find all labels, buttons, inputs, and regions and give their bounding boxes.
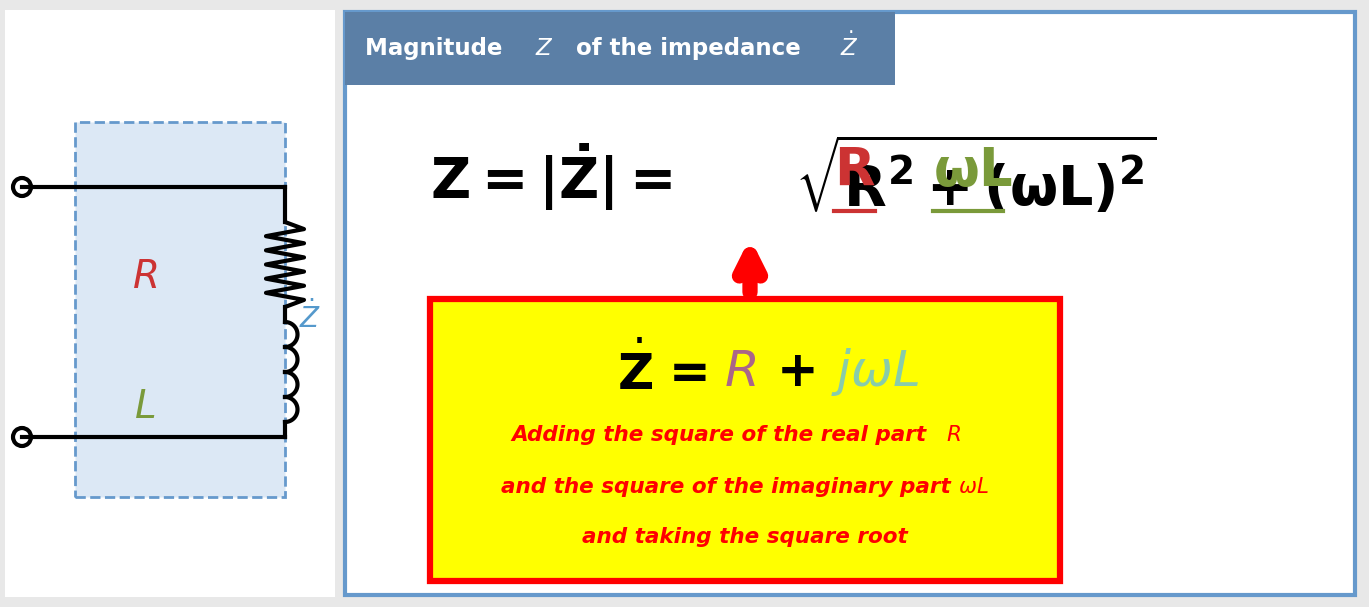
Text: and taking the square root: and taking the square root [582, 527, 908, 547]
Text: $\mathit{R}$: $\mathit{R}$ [724, 348, 756, 396]
Text: $\mathit{L}$: $\mathit{L}$ [134, 388, 156, 426]
Text: $\mathbf{\omega L}$: $\mathbf{\omega L}$ [934, 145, 1013, 197]
Text: $\mathit{\omega L}$: $\mathit{\omega L}$ [958, 477, 988, 497]
FancyBboxPatch shape [345, 12, 1355, 595]
Text: of the impedance: of the impedance [560, 37, 817, 60]
Text: $\mathbf{+}$: $\mathbf{+}$ [776, 348, 815, 396]
Text: $\dot{Z}$: $\dot{Z}$ [298, 300, 322, 334]
Text: $\mathit{R}$: $\mathit{R}$ [946, 425, 961, 445]
FancyBboxPatch shape [430, 299, 1060, 581]
Text: $\mathit{j\omega L}$: $\mathit{j\omega L}$ [831, 346, 919, 398]
Text: and the square of the imaginary part: and the square of the imaginary part [501, 477, 958, 497]
Text: $\mathbf{=}$: $\mathbf{=}$ [658, 348, 708, 396]
Text: $\dot{Z}$: $\dot{Z}$ [841, 33, 858, 61]
Text: $\mathbf{Z = |\dot{Z}| =}$: $\mathbf{Z = |\dot{Z}| =}$ [430, 141, 672, 213]
Text: Magnitude: Magnitude [366, 37, 519, 60]
Bar [5, 10, 335, 597]
Text: Adding the square of the real part: Adding the square of the real part [512, 425, 934, 445]
Text: $\mathbf{R}$: $\mathbf{R}$ [834, 145, 876, 197]
Text: $\sqrt{\mathbf{R^2 + (\omega L)^2}}$: $\sqrt{\mathbf{R^2 + (\omega L)^2}}$ [795, 136, 1155, 218]
Bar [345, 12, 895, 85]
Text: $\mathit{R}$: $\mathit{R}$ [133, 258, 157, 296]
FancyBboxPatch shape [75, 122, 285, 497]
Text: $\dot{\mathbf{Z}}$: $\dot{\mathbf{Z}}$ [617, 344, 653, 400]
Text: $Z$: $Z$ [535, 37, 553, 60]
